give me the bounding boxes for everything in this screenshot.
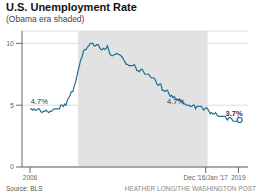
svg-text:3.7%: 3.7%: [226, 109, 243, 118]
svg-text:Dec '16/Jan '17: Dec '16/Jan '17: [183, 174, 228, 181]
svg-text:4.7%: 4.7%: [31, 97, 48, 106]
svg-text:2019: 2019: [231, 174, 246, 181]
svg-text:10: 10: [8, 40, 14, 47]
html-text:HEATHER LONG/THE WASHINGTON PO: HEATHER LONG/THE WASHINGTON POST: [124, 185, 256, 192]
svg-text:0: 0: [10, 163, 14, 170]
html-text:Source: BLS: Source: BLS: [6, 185, 43, 192]
svg-text:5: 5: [10, 102, 14, 109]
svg-text:2006: 2006: [23, 174, 38, 181]
html-text:U.S. Unemployment Rate: U.S. Unemployment Rate: [6, 1, 137, 13]
html-text:(Obama era shaded): (Obama era shaded): [6, 14, 85, 24]
svg-text:4.7%: 4.7%: [167, 97, 184, 106]
